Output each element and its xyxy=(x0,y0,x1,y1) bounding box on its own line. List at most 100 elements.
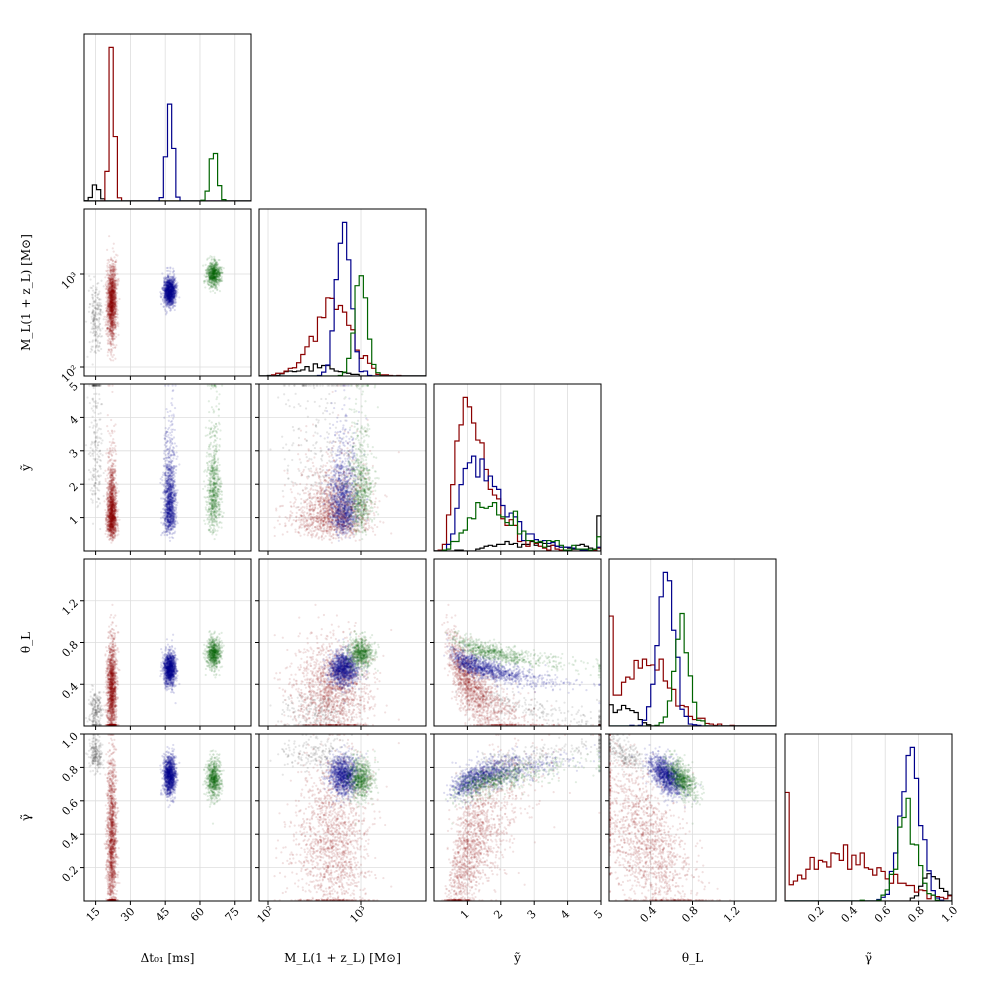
point xyxy=(114,297,117,301)
point xyxy=(112,296,115,299)
point xyxy=(105,310,108,313)
point xyxy=(107,277,110,280)
point xyxy=(113,273,116,276)
point xyxy=(172,295,175,298)
point xyxy=(109,322,113,325)
point xyxy=(114,315,118,318)
point xyxy=(113,287,116,290)
point xyxy=(112,275,115,278)
point xyxy=(113,304,116,307)
point xyxy=(109,332,113,335)
point xyxy=(109,294,112,297)
point xyxy=(109,312,113,315)
point xyxy=(167,281,170,285)
point xyxy=(96,453,99,456)
point xyxy=(105,309,108,313)
point xyxy=(96,340,99,343)
point xyxy=(112,323,115,326)
point xyxy=(166,283,169,287)
histogram-blue xyxy=(84,103,251,201)
point xyxy=(113,281,116,284)
point xyxy=(109,321,112,324)
point xyxy=(110,312,113,315)
point xyxy=(112,275,115,279)
point xyxy=(169,291,172,294)
point xyxy=(165,269,169,272)
point xyxy=(110,294,113,297)
point xyxy=(112,284,115,287)
point xyxy=(112,302,115,305)
point xyxy=(173,299,177,302)
point xyxy=(110,320,113,323)
point xyxy=(166,273,169,276)
point xyxy=(107,465,111,469)
point xyxy=(170,285,173,289)
point xyxy=(111,317,114,320)
point xyxy=(99,459,102,462)
point xyxy=(112,291,115,295)
point xyxy=(111,309,114,312)
point xyxy=(164,294,167,297)
point xyxy=(109,286,112,289)
point xyxy=(114,324,118,327)
point xyxy=(97,334,101,337)
point xyxy=(168,299,172,302)
point xyxy=(170,301,173,304)
point xyxy=(111,294,114,297)
point xyxy=(110,283,113,286)
point xyxy=(111,278,115,282)
point xyxy=(92,331,96,334)
point xyxy=(164,297,168,300)
point xyxy=(169,283,172,286)
point xyxy=(109,294,112,298)
point xyxy=(107,327,110,331)
point xyxy=(160,287,164,291)
point xyxy=(114,309,118,312)
point xyxy=(93,489,96,493)
point xyxy=(169,270,172,273)
point xyxy=(164,309,167,312)
point xyxy=(91,297,95,301)
point xyxy=(112,314,115,318)
point xyxy=(111,302,114,306)
point xyxy=(87,289,90,292)
point xyxy=(111,298,114,301)
point xyxy=(108,297,111,301)
point xyxy=(108,305,111,308)
point xyxy=(113,268,117,271)
point xyxy=(170,285,173,289)
point xyxy=(104,323,108,326)
point xyxy=(167,304,170,308)
point xyxy=(106,266,109,269)
point xyxy=(110,270,113,273)
point xyxy=(171,286,174,289)
point xyxy=(98,344,101,347)
point xyxy=(110,314,113,317)
point xyxy=(168,294,171,297)
point xyxy=(167,298,170,302)
point xyxy=(169,279,172,282)
point xyxy=(112,333,115,336)
point xyxy=(113,337,116,340)
point xyxy=(112,294,115,297)
point xyxy=(94,333,97,336)
point xyxy=(170,302,174,305)
point xyxy=(111,260,115,263)
point xyxy=(106,351,110,354)
point xyxy=(174,304,177,307)
point xyxy=(110,307,113,311)
point xyxy=(108,310,111,313)
point xyxy=(168,296,171,299)
point xyxy=(166,266,169,269)
point xyxy=(95,330,98,334)
point xyxy=(113,334,116,337)
point xyxy=(111,304,114,307)
point xyxy=(111,299,114,302)
point xyxy=(110,294,113,297)
point xyxy=(112,324,115,327)
point xyxy=(166,276,169,279)
point xyxy=(167,289,170,292)
point xyxy=(89,278,92,281)
point xyxy=(110,299,113,302)
point xyxy=(163,283,166,287)
